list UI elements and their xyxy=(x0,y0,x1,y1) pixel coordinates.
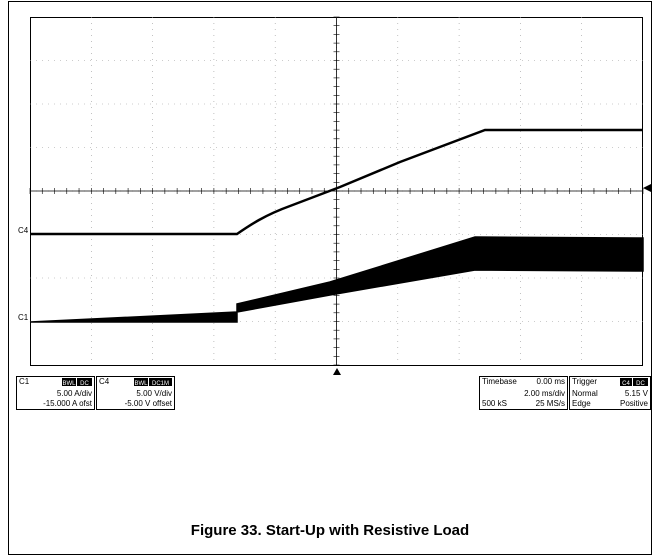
offset: -5.00 V offset xyxy=(125,399,173,408)
trigger-mode: Normal xyxy=(572,389,598,398)
badge-text: BWL xyxy=(62,381,76,387)
badge-text: DC xyxy=(80,381,89,387)
graticule xyxy=(30,17,643,365)
channel-marker: C1 xyxy=(18,313,29,322)
channel-label: C1 xyxy=(19,377,30,386)
page: C4 C1 C1 BWL DC 5.00 A/div -15.000 A ofs… xyxy=(0,0,655,558)
scale: 5.00 A/div xyxy=(57,389,92,398)
badge-text: C4 xyxy=(622,381,630,387)
trigger-level: 5.15 V xyxy=(625,389,649,398)
timebase-title: Timebase xyxy=(482,377,517,386)
samples: 500 kS xyxy=(482,399,507,408)
trigger-time-marker xyxy=(333,368,341,375)
offset: -15.000 A ofst xyxy=(43,399,93,408)
sample-rate: 25 MS/s xyxy=(536,399,565,408)
channel-marker: C4 xyxy=(18,226,29,235)
trigger-slope: Positive xyxy=(620,399,649,408)
caption: Figure 33. Start-Up with Resistive Load xyxy=(191,522,469,539)
screenshot: C4 C1 C1 BWL DC 5.00 A/div -15.000 A ofs… xyxy=(0,0,655,558)
trigger-level-marker xyxy=(643,184,651,192)
badge-text: DC1M xyxy=(152,381,169,387)
channel-label: C4 xyxy=(99,377,110,386)
badge-text: DC xyxy=(636,381,645,387)
trigger-title: Trigger xyxy=(572,377,597,386)
scale: 5.00 V/div xyxy=(136,389,172,398)
time-scale: 2.00 ms/div xyxy=(524,389,565,398)
delay: 0.00 ms xyxy=(537,377,565,386)
trigger-type: Edge xyxy=(572,399,591,408)
badge-text: BWL xyxy=(134,381,148,387)
